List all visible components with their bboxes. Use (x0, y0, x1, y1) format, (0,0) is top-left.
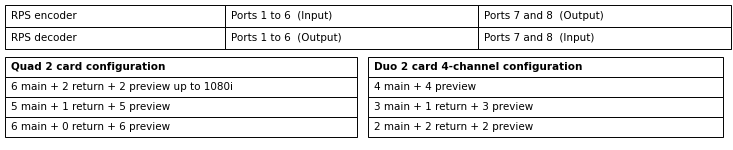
Bar (478, 27, 731, 49)
Bar (368, 77, 723, 97)
Bar (5, 57, 357, 77)
Bar (368, 97, 723, 117)
Bar (225, 27, 478, 49)
Text: 2 main + 2 return + 2 preview: 2 main + 2 return + 2 preview (374, 122, 533, 132)
Text: Quad 2 card configuration: Quad 2 card configuration (11, 62, 166, 72)
Text: Duo 2 card 4-channel configuration: Duo 2 card 4-channel configuration (374, 62, 583, 72)
Bar (368, 117, 723, 137)
Text: 5 main + 1 return + 5 preview: 5 main + 1 return + 5 preview (11, 102, 170, 112)
Bar (5, 27, 225, 49)
Text: Ports 1 to 6  (Output): Ports 1 to 6 (Output) (231, 33, 342, 43)
Text: RPS encoder: RPS encoder (11, 11, 77, 21)
Text: Ports 7 and 8  (Output): Ports 7 and 8 (Output) (484, 11, 604, 21)
Bar (5, 97, 357, 117)
Bar (225, 5, 478, 27)
Text: 3 main + 1 return + 3 preview: 3 main + 1 return + 3 preview (374, 102, 533, 112)
Bar (5, 77, 357, 97)
Bar (478, 5, 731, 27)
Text: 4 main + 4 preview: 4 main + 4 preview (374, 82, 476, 92)
Bar (5, 117, 357, 137)
Bar (368, 57, 723, 77)
Text: RPS decoder: RPS decoder (11, 33, 77, 43)
Text: Ports 1 to 6  (Input): Ports 1 to 6 (Input) (231, 11, 332, 21)
Text: 6 main + 2 return + 2 preview up to 1080i: 6 main + 2 return + 2 preview up to 1080… (11, 82, 233, 92)
Text: Ports 7 and 8  (Input): Ports 7 and 8 (Input) (484, 33, 594, 43)
Bar (5, 5, 225, 27)
Text: 6 main + 0 return + 6 preview: 6 main + 0 return + 6 preview (11, 122, 170, 132)
